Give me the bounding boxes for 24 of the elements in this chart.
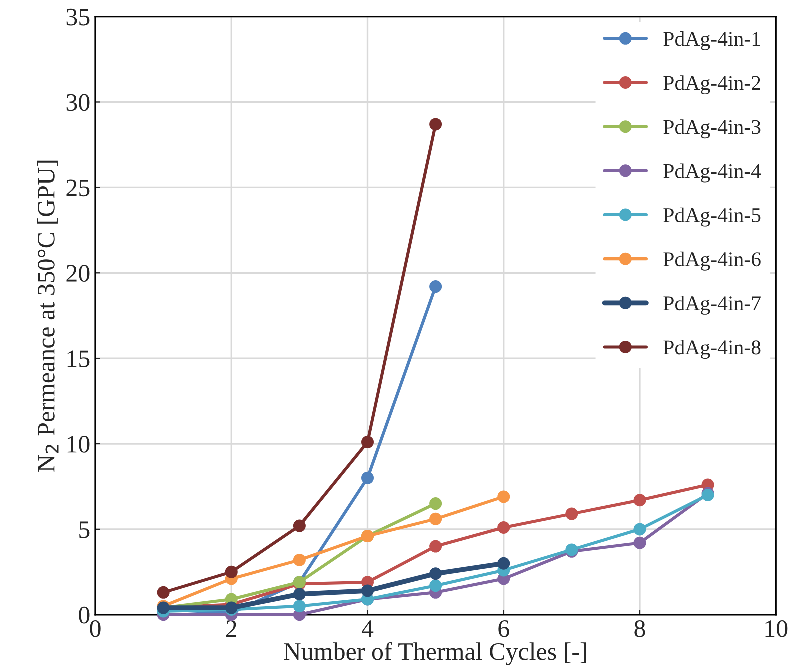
legend-label: PdAg-4in-8 [664, 340, 761, 360]
y-tick-label: 35 [66, 8, 90, 26]
x-tick-label: 2 [226, 620, 237, 638]
legend-label: PdAg-4in-3 [664, 120, 761, 139]
legend-label: PdAg-4in-4 [664, 164, 762, 183]
y-tick-label: 5 [80, 522, 90, 538]
legend-label: PdAg-4in-6 [664, 252, 761, 271]
y-tick-label: 20 [66, 265, 90, 282]
y-tick-label: 15 [68, 350, 90, 368]
legend-label: PdAg-4in-2 [664, 76, 760, 95]
x-tick-label: 6 [498, 620, 510, 638]
y-tick-label: 10 [68, 436, 90, 453]
legend-label: PdAg-4in-5 [664, 208, 761, 227]
y-axis-title: N$_{2}$ Permeance at 350°C [GPU] [37, 160, 59, 472]
x-tick-label: 0 [90, 620, 101, 638]
x-tick-label: 4 [362, 620, 374, 638]
legend-label: PdAg-4in-7 [664, 296, 761, 315]
x-axis-title: Number of Thermal Cycles [-] [284, 642, 586, 666]
x-tick-label: 8 [634, 620, 646, 638]
x-tick-label: 10 [766, 620, 788, 638]
legend-label: PdAg-4in-1 [664, 32, 760, 50]
y-tick-label: 25 [66, 180, 90, 197]
y-tick-label: 0 [79, 606, 90, 624]
y-tick-label: 30 [66, 94, 90, 112]
